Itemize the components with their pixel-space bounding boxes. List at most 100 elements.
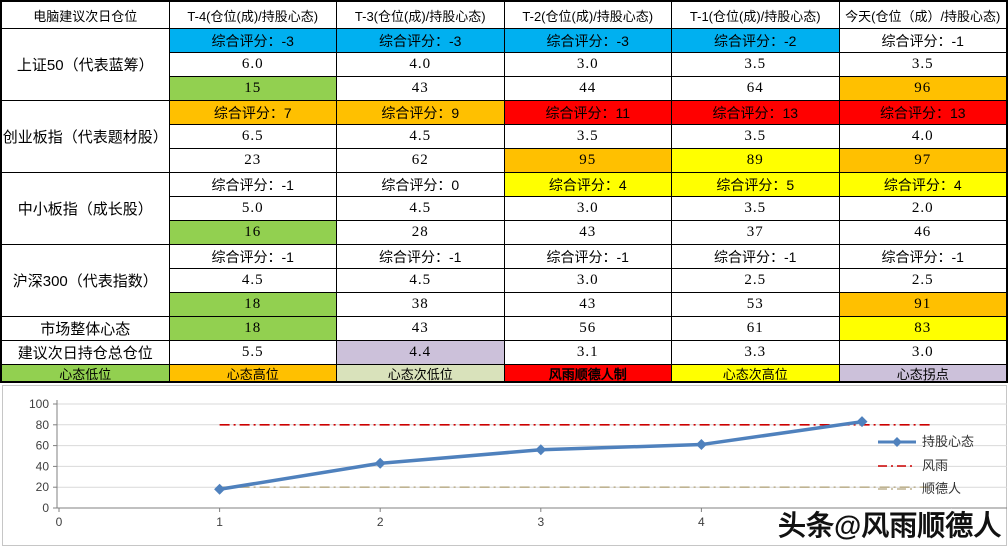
position-cell[interactable]: 3.0 bbox=[504, 197, 671, 220]
group-label[interactable]: 上证50（代表蓝筹） bbox=[2, 29, 169, 100]
summary-cell[interactable]: 3.0 bbox=[839, 341, 1006, 364]
mood-cell[interactable]: 15 bbox=[169, 77, 336, 100]
position-cell[interactable]: 4.5 bbox=[337, 125, 504, 148]
score-cell[interactable]: 综合评分：-1 bbox=[839, 245, 1006, 268]
mood-cell[interactable]: 96 bbox=[839, 77, 1006, 100]
summary-cell[interactable]: 3.1 bbox=[504, 341, 671, 364]
summary-cell[interactable]: 4.4 bbox=[337, 341, 504, 364]
score-cell[interactable]: 综合评分：4 bbox=[504, 173, 671, 196]
mood-chart: 0 20 40 60 80 100 0 1 2 3 4 持股心态 风雨 顺德人 头条@风雨顺德人 bbox=[0, 383, 1008, 547]
column-header[interactable]: T-1(仓位(成)/持股心态) bbox=[672, 2, 839, 28]
score-cell[interactable]: 综合评分：11 bbox=[504, 101, 671, 124]
position-cell[interactable]: 3.5 bbox=[504, 125, 671, 148]
mood-cell[interactable]: 28 bbox=[337, 221, 504, 244]
color-key-cell[interactable]: 心态次高位 bbox=[672, 365, 839, 381]
mood-cell[interactable]: 16 bbox=[169, 221, 336, 244]
group-label[interactable]: 中小板指（成长股） bbox=[2, 173, 169, 244]
position-cell[interactable]: 2.5 bbox=[672, 269, 839, 292]
mood-cell[interactable]: 43 bbox=[504, 221, 671, 244]
position-cell[interactable]: 6.5 bbox=[169, 125, 336, 148]
mood-cell[interactable]: 43 bbox=[504, 293, 671, 316]
column-header[interactable]: T-2(仓位(成)/持股心态) bbox=[504, 2, 671, 28]
summary-cell[interactable]: 56 bbox=[504, 317, 671, 340]
score-cell[interactable]: 综合评分：-2 bbox=[672, 29, 839, 52]
position-cell[interactable]: 3.0 bbox=[504, 53, 671, 76]
summary-cell[interactable]: 83 bbox=[839, 317, 1006, 340]
position-cell[interactable]: 3.0 bbox=[504, 269, 671, 292]
position-cell[interactable]: 3.5 bbox=[672, 53, 839, 76]
x-tick-label: 2 bbox=[377, 515, 384, 529]
color-key-cell[interactable]: 心态拐点 bbox=[839, 365, 1006, 381]
mood-cell[interactable]: 23 bbox=[169, 149, 336, 172]
position-cell[interactable]: 5.0 bbox=[169, 197, 336, 220]
summary-cell[interactable]: 3.3 bbox=[672, 341, 839, 364]
position-cell[interactable]: 2.0 bbox=[839, 197, 1006, 220]
score-cell[interactable]: 综合评分：0 bbox=[337, 173, 504, 196]
x-tick-label: 0 bbox=[56, 515, 63, 529]
mood-cell[interactable]: 46 bbox=[839, 221, 1006, 244]
chart-legend-label: 持股心态 bbox=[922, 434, 974, 449]
corner-header[interactable]: 电脑建议次日仓位 bbox=[2, 2, 169, 28]
column-header[interactable]: T-3(仓位(成)/持股心态) bbox=[337, 2, 504, 28]
position-cell[interactable]: 4.5 bbox=[337, 269, 504, 292]
color-key-cell[interactable]: 心态次低位 bbox=[337, 365, 504, 381]
x-tick-label: 3 bbox=[537, 515, 544, 529]
position-cell[interactable]: 6.0 bbox=[169, 53, 336, 76]
data-point-marker bbox=[695, 439, 707, 451]
data-point-marker bbox=[214, 483, 226, 495]
score-cell[interactable]: 综合评分：-3 bbox=[337, 29, 504, 52]
mood-cell[interactable]: 91 bbox=[839, 293, 1006, 316]
position-cell[interactable]: 4.0 bbox=[337, 53, 504, 76]
score-cell[interactable]: 综合评分：7 bbox=[169, 101, 336, 124]
score-cell[interactable]: 综合评分：4 bbox=[839, 173, 1006, 196]
score-cell[interactable]: 综合评分：-1 bbox=[504, 245, 671, 268]
mood-cell[interactable]: 97 bbox=[839, 149, 1006, 172]
mood-cell[interactable]: 89 bbox=[672, 149, 839, 172]
mood-cell[interactable]: 44 bbox=[504, 77, 671, 100]
column-header[interactable]: 今天(仓位（成）/持股心态) bbox=[839, 2, 1006, 28]
position-cell[interactable]: 3.5 bbox=[672, 197, 839, 220]
data-point-marker bbox=[535, 444, 547, 456]
group-label[interactable]: 沪深300（代表指数） bbox=[2, 245, 169, 316]
series-line bbox=[219, 419, 863, 492]
position-cell[interactable]: 4.0 bbox=[839, 125, 1006, 148]
color-key-cell[interactable]: 心态高位 bbox=[169, 365, 336, 381]
summary-cell[interactable]: 5.5 bbox=[169, 341, 336, 364]
score-cell[interactable]: 综合评分：-3 bbox=[169, 29, 336, 52]
score-cell[interactable]: 综合评分：13 bbox=[672, 101, 839, 124]
position-cell[interactable]: 2.5 bbox=[839, 269, 1006, 292]
mood-cell[interactable]: 43 bbox=[337, 77, 504, 100]
summary-cell[interactable]: 43 bbox=[337, 317, 504, 340]
mood-cell[interactable]: 37 bbox=[672, 221, 839, 244]
mood-cell[interactable]: 95 bbox=[504, 149, 671, 172]
position-cell[interactable]: 3.5 bbox=[839, 53, 1006, 76]
group-label[interactable]: 创业板指（代表题材股） bbox=[2, 101, 169, 172]
summary-cell[interactable]: 18 bbox=[169, 317, 336, 340]
score-cell[interactable]: 综合评分：-3 bbox=[504, 29, 671, 52]
position-cell[interactable]: 4.5 bbox=[337, 197, 504, 220]
score-cell[interactable]: 综合评分：-1 bbox=[839, 29, 1006, 52]
score-cell[interactable]: 综合评分：5 bbox=[672, 173, 839, 196]
score-cell[interactable]: 综合评分：13 bbox=[839, 101, 1006, 124]
mood-cell[interactable]: 18 bbox=[169, 293, 336, 316]
legend-marker bbox=[892, 437, 902, 447]
summary-cell[interactable]: 61 bbox=[672, 317, 839, 340]
position-cell[interactable]: 3.5 bbox=[672, 125, 839, 148]
y-tick-label: 40 bbox=[36, 459, 50, 473]
summary-label[interactable]: 建议次日持仓总仓位 bbox=[2, 341, 169, 364]
color-key-cell[interactable]: 风雨顺德人制 bbox=[504, 365, 671, 381]
mood-cell[interactable]: 64 bbox=[672, 77, 839, 100]
score-cell[interactable]: 综合评分：-1 bbox=[169, 173, 336, 196]
column-header[interactable]: T-4(仓位(成)/持股心态) bbox=[169, 2, 336, 28]
summary-label[interactable]: 市场整体心态 bbox=[2, 317, 169, 340]
mood-cell[interactable]: 53 bbox=[672, 293, 839, 316]
mood-cell[interactable]: 62 bbox=[337, 149, 504, 172]
score-cell[interactable]: 综合评分：-1 bbox=[169, 245, 336, 268]
data-point-marker bbox=[856, 416, 868, 428]
color-key-cell[interactable]: 心态低位 bbox=[2, 365, 169, 381]
position-cell[interactable]: 4.5 bbox=[169, 269, 336, 292]
mood-cell[interactable]: 38 bbox=[337, 293, 504, 316]
score-cell[interactable]: 综合评分：-1 bbox=[337, 245, 504, 268]
score-cell[interactable]: 综合评分：9 bbox=[337, 101, 504, 124]
score-cell[interactable]: 综合评分：-1 bbox=[672, 245, 839, 268]
